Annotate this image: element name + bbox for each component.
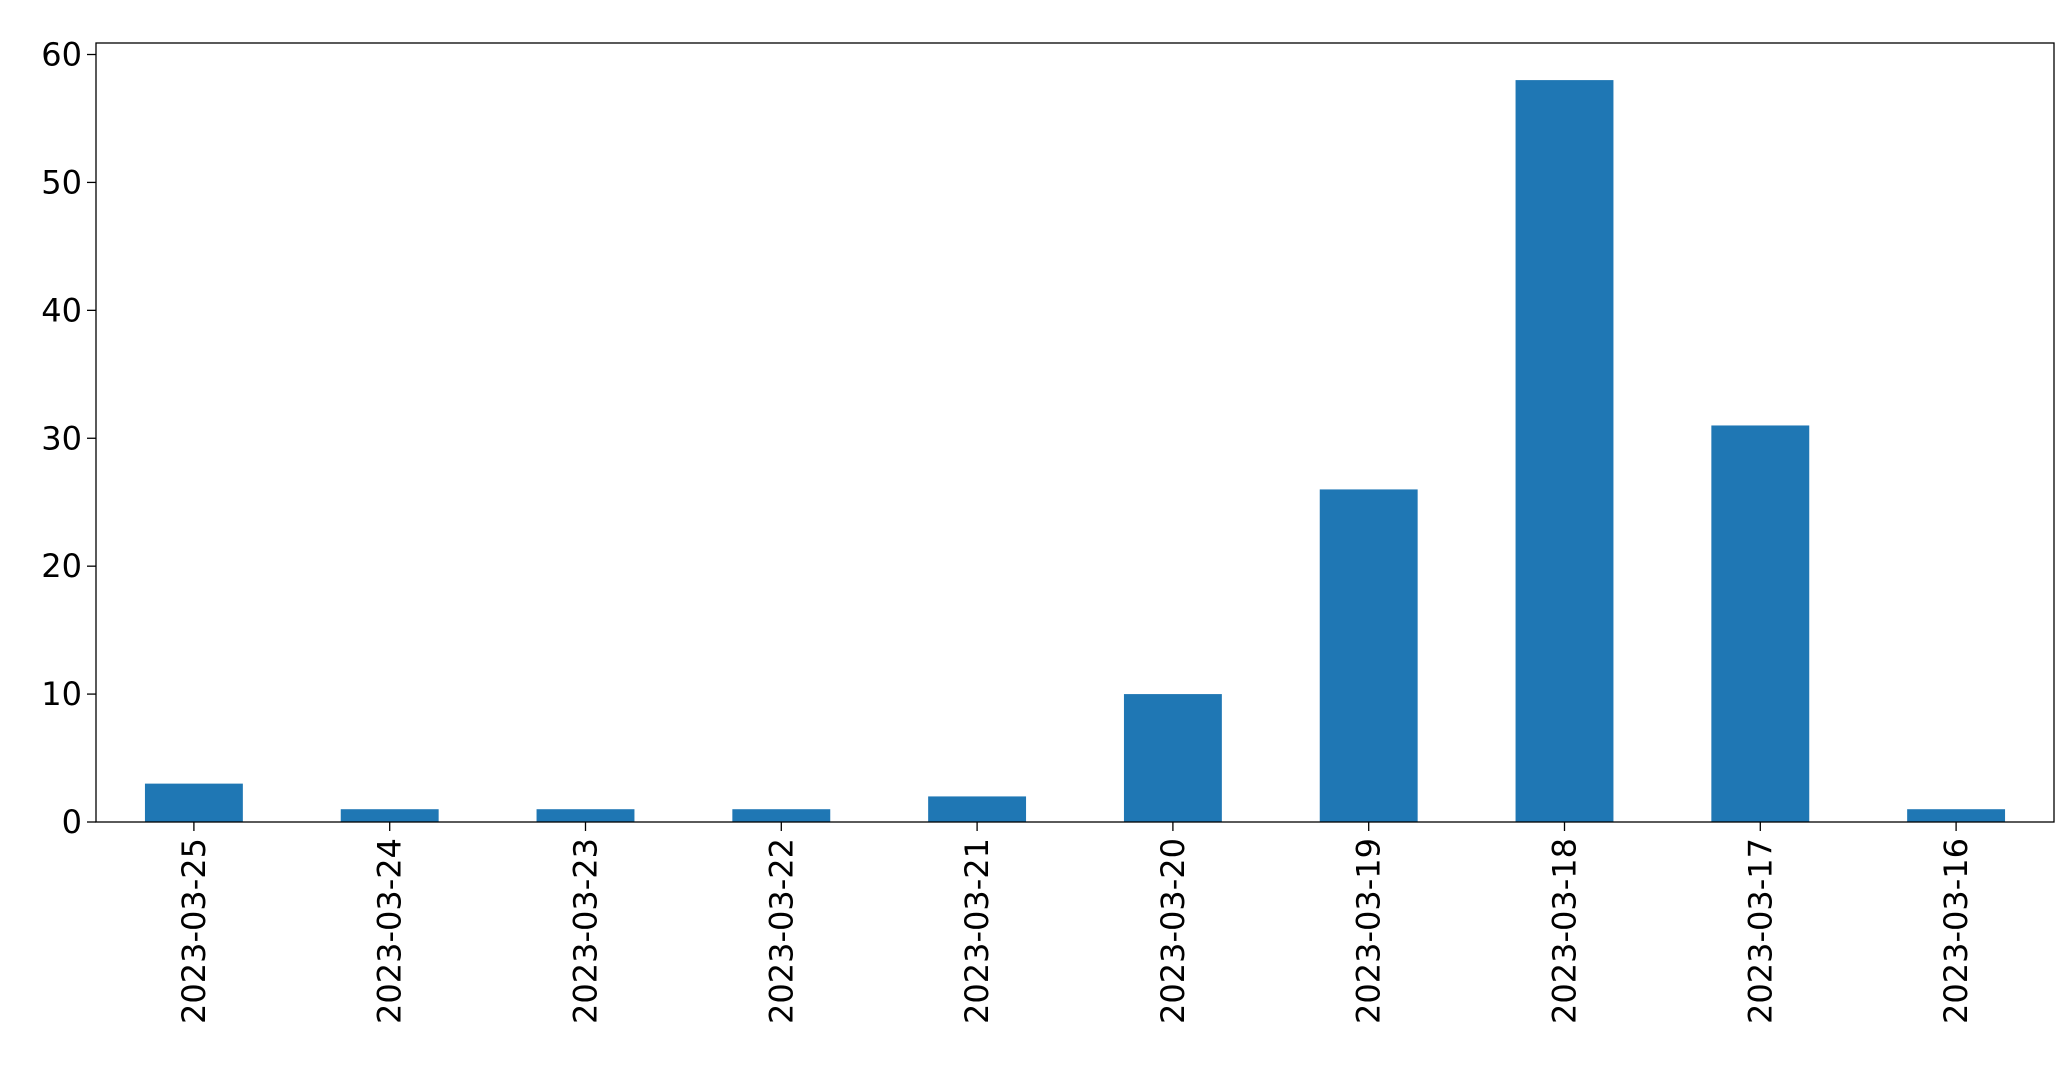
x-tick-label: 2023-03-22	[762, 838, 800, 1024]
y-tick-label: 30	[41, 419, 82, 457]
y-tick-label: 60	[41, 36, 82, 74]
x-tick-label: 2023-03-18	[1546, 838, 1584, 1024]
y-tick-label: 10	[41, 675, 82, 713]
bar	[1907, 809, 2006, 822]
x-tick-label: 2023-03-17	[1741, 838, 1779, 1024]
y-tick-label: 50	[41, 163, 82, 201]
axes-frame	[95, 42, 2055, 823]
bar	[1319, 489, 1418, 822]
bar	[1711, 425, 1810, 822]
x-tick-label: 2023-03-20	[1154, 838, 1192, 1024]
x-tick-label: 2023-03-25	[175, 838, 213, 1024]
x-tick-label: 2023-03-16	[1937, 838, 1975, 1024]
bar	[732, 809, 831, 822]
x-tick-label: 2023-03-23	[567, 838, 605, 1024]
bar	[340, 809, 439, 822]
y-tick-label: 40	[41, 291, 82, 329]
bar	[144, 783, 243, 822]
x-tick-label: 2023-03-24	[371, 838, 409, 1024]
x-tick-label: 2023-03-19	[1350, 838, 1388, 1024]
bar	[1123, 694, 1222, 822]
bar	[536, 809, 635, 822]
x-tick-label: 2023-03-21	[958, 838, 996, 1024]
y-tick-label: 20	[41, 547, 82, 585]
bar	[1515, 80, 1614, 823]
bar	[928, 796, 1027, 822]
y-tick-label: 0	[62, 803, 82, 841]
